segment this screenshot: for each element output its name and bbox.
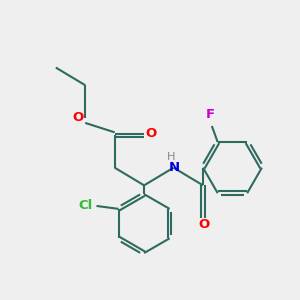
Text: O: O bbox=[199, 218, 210, 231]
Text: Cl: Cl bbox=[79, 200, 93, 212]
Text: H: H bbox=[167, 152, 176, 162]
Text: O: O bbox=[72, 111, 83, 124]
Text: F: F bbox=[206, 108, 215, 121]
Text: O: O bbox=[145, 127, 156, 140]
Text: N: N bbox=[169, 161, 180, 174]
